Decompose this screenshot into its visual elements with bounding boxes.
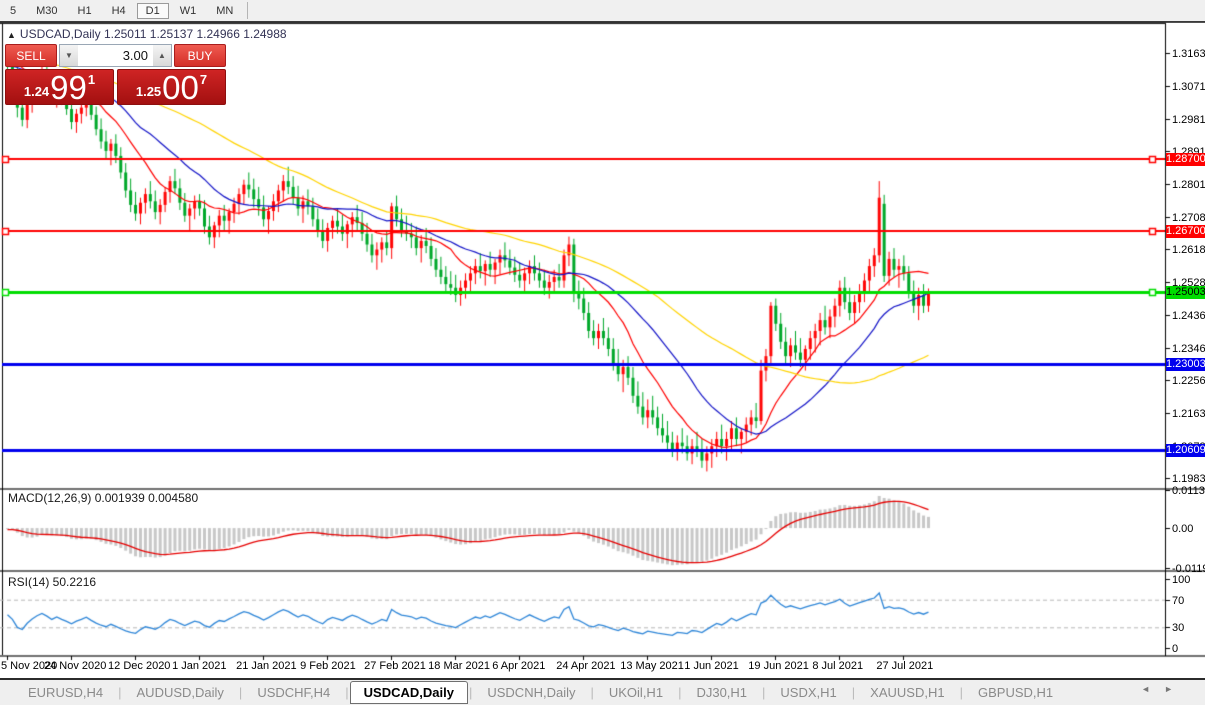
chart-tab-bar: EURUSD,H4 | AUDUSD,Daily | USDCHF,H4 | USDCAD,… (0, 678, 1205, 705)
tab-separator: | (959, 685, 963, 700)
sell-price-pipette: 1 (87, 72, 96, 87)
tab-separator: | (238, 685, 243, 700)
tab-separator: | (345, 685, 349, 700)
rsi-axis-label: 30 (1172, 622, 1185, 635)
price-axis-label: 1.23460 (1172, 342, 1205, 355)
price-line-badge: 1.20609 (1166, 444, 1205, 458)
macd-axis-label: -0.01190 (1172, 563, 1205, 575)
date-axis-label: 19 Jun 2021 (748, 660, 809, 672)
buy-price-prefix: 1.25 (135, 84, 162, 99)
tab-separator: | (678, 685, 682, 700)
price-axis-label: 1.21635 (1172, 408, 1205, 421)
tab-scroll-arrows: ◄► (1141, 684, 1187, 694)
sell-button[interactable]: SELL (5, 44, 57, 67)
date-axis-label: 8 Jul 2021 (812, 660, 864, 672)
price-axis-label: 1.30710 (1172, 81, 1205, 94)
price-axis-label: 1.19835 (1172, 473, 1205, 486)
tab-scroll-left-icon[interactable]: ◄ (1141, 684, 1165, 694)
date-axis-label: 1 Jun 2021 (684, 660, 739, 672)
buy-price-pipette: 7 (199, 72, 208, 87)
tab-gbpusd[interactable]: GBPUSD,H1 (977, 685, 1054, 700)
volume-input[interactable]: 3.00 (78, 45, 153, 66)
volume-decrease-icon[interactable]: ▼ (60, 45, 78, 66)
tab-separator: | (590, 685, 594, 700)
price-axis-label: 1.29810 (1172, 113, 1205, 126)
date-axis-label: 24 Nov 2020 (44, 660, 107, 672)
date-axis-label: 5 Nov 2020 (1, 660, 58, 672)
date-axis-label: 27 Jul 2021 (876, 660, 934, 672)
date-axis-label: 12 Dec 2020 (108, 660, 171, 672)
buy-price-panel[interactable]: 1.25 00 7 (117, 69, 226, 105)
volume-increase-icon[interactable]: ▲ (153, 45, 171, 66)
sell-price-prefix: 1.24 (23, 84, 50, 99)
tab-eurusd[interactable]: EURUSD,H4 (28, 685, 104, 700)
date-axis-label: 6 Apr 2021 (492, 660, 546, 672)
tab-usdchf[interactable]: USDCHF,H4 (257, 685, 331, 700)
tab-ukoil[interactable]: UKOil,H1 (608, 685, 664, 700)
date-axis-label: 21 Jan 2021 (236, 660, 297, 672)
tab-separator: | (851, 685, 856, 700)
price-line-badge: 1.23003 (1166, 357, 1205, 371)
rsi-axis-label: 0 (1172, 643, 1179, 655)
date-axis-label: 24 Apr 2021 (556, 660, 616, 672)
rsi-axis-label: 100 (1172, 574, 1191, 586)
date-axis-label: 13 May 2021 (620, 660, 684, 672)
sell-price-panel[interactable]: 1.24 99 1 (5, 69, 114, 105)
chart-ohlc-values: 1.25011 1.25137 1.24966 1.24988 (103, 27, 287, 41)
date-axis-label: 18 Mar 2021 (428, 660, 490, 672)
tab-usdcnh[interactable]: USDCNH,Daily (487, 685, 576, 700)
volume-stepper: ▼ 3.00 ▲ (59, 44, 172, 67)
buy-button[interactable]: BUY (174, 44, 226, 67)
price-line-badge: 1.28700 (1166, 152, 1205, 166)
macd-axis-label: 0.00 (1172, 523, 1194, 536)
tab-separator: | (762, 685, 766, 700)
price-line-badge: 1.25003 (1166, 285, 1205, 299)
date-axis-label: 1 Jan 2021 (172, 660, 227, 672)
chart-symbol-header: ▲ USDCAD,Daily 1.25011 1.25137 1.24966 1.… (7, 27, 287, 41)
tab-xauusd[interactable]: XAUUSD,H1 (870, 685, 945, 700)
price-axis-label: 1.27085 (1172, 211, 1205, 224)
tab-usdx[interactable]: USDX,H1 (780, 685, 837, 700)
price-axis-label: 1.22560 (1172, 374, 1205, 387)
tab-separator: | (468, 685, 473, 700)
price-axis-label: 1.31635 (1172, 48, 1205, 61)
tab-usdcad[interactable]: USDCAD,Daily (349, 681, 468, 704)
tab-dj30[interactable]: DJ30,H1 (696, 685, 748, 700)
chart-expand-icon[interactable]: ▲ (7, 30, 16, 40)
price-axis-label: 1.25285 (1172, 276, 1205, 289)
price-axis-label: 1.26185 (1172, 244, 1205, 257)
date-axis-label: 27 Feb 2021 (364, 660, 426, 672)
tab-audusd[interactable]: AUDUSD,Daily (136, 685, 224, 700)
macd-indicator-label: MACD(12,26,9) 0.001939 0.004580 (8, 491, 199, 505)
chart-symbol-label: USDCAD,Daily (19, 27, 101, 41)
date-axis-label: 9 Feb 2021 (300, 660, 356, 672)
one-click-trade-panel: SELL ▼ 3.00 ▲ BUY 1.24 99 1 1.25 00 7 (5, 44, 226, 105)
macd-axis-label: 0.01135 (1172, 485, 1205, 497)
price-line-badge: 1.26700 (1166, 224, 1205, 238)
rsi-indicator-label: RSI(14) 50.2216 (8, 575, 97, 589)
rsi-axis-label: 70 (1172, 594, 1185, 607)
price-axis-label: 1.28010 (1172, 178, 1205, 191)
buy-price-main: 00 (162, 68, 199, 106)
tab-scroll-right-icon[interactable]: ► (1164, 684, 1187, 694)
tab-separator: | (118, 685, 122, 700)
sell-price-main: 99 (50, 68, 87, 106)
price-axis-label: 1.24360 (1172, 310, 1205, 323)
